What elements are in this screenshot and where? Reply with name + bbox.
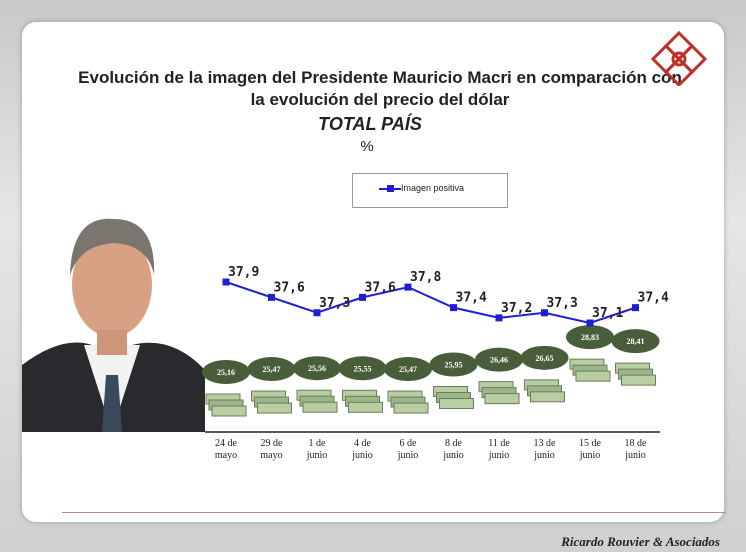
x-tick-label: 4 de <box>354 438 372 449</box>
data-label: 37,1 <box>592 306 623 321</box>
money-stack-icon <box>342 389 383 413</box>
data-label: 37,6 <box>274 280 305 295</box>
exchange-rate-oval <box>338 356 387 381</box>
exchange-rate-label: 28,41 <box>627 337 645 346</box>
subtitle: TOTAL PAÍS <box>318 114 422 134</box>
data-point <box>222 278 230 286</box>
title-line-1: Evolución de la imagen del Presidente Ma… <box>78 68 682 87</box>
exchange-rate-label: 25,16 <box>217 368 235 377</box>
x-tick-label: junio <box>533 450 555 461</box>
x-tick-label: 1 de <box>309 438 327 449</box>
chart: 25,16 25,47 25,56 25,55 25,47 25,95 26,46 26,65… <box>202 265 669 461</box>
data-point <box>632 304 639 312</box>
data-label: 37,3 <box>319 296 350 311</box>
exchange-rate-label: 28,83 <box>581 333 599 342</box>
data-label: 37,9 <box>228 265 259 280</box>
data-point <box>268 293 275 301</box>
money-stack-icon <box>478 381 520 405</box>
data-label: 37,4 <box>638 291 669 306</box>
data-label: 37,4 <box>456 291 487 306</box>
money-stack-icon <box>205 393 247 417</box>
exchange-rate-oval <box>247 357 296 382</box>
exchange-rate-label: 25,47 <box>399 365 417 374</box>
exchange-rate-label: 26,65 <box>536 354 554 363</box>
data-label: 37,6 <box>365 280 396 295</box>
exchange-rate-oval <box>429 352 478 377</box>
x-tick-label: 11 de <box>488 438 510 449</box>
x-tick-label: junio <box>488 450 510 461</box>
title-line-2: la evolución del precio del dólar <box>250 90 510 109</box>
x-tick-label: 18 de <box>625 438 648 449</box>
x-tick-label: junio <box>351 450 373 461</box>
x-tick-label: junio <box>624 450 646 461</box>
exchange-rate-label: 25,56 <box>308 364 326 373</box>
x-tick-label: 24 de <box>215 438 238 449</box>
money-stack-icon <box>296 389 338 413</box>
unit: % <box>360 138 374 155</box>
exchange-rate-oval <box>384 357 432 382</box>
logo <box>650 30 708 86</box>
x-tick-label: junio <box>306 450 328 461</box>
footer-signature: Ricardo Rouvier & Asociados <box>561 534 720 549</box>
data-label: 37,2 <box>501 301 532 316</box>
data-point <box>586 319 594 327</box>
data-point <box>313 309 321 317</box>
exchange-rate-oval <box>520 345 569 370</box>
money-stack-icon <box>433 385 474 409</box>
x-tick-label: 6 de <box>400 438 418 449</box>
money-stack-icon <box>524 379 565 403</box>
x-tick-label: junio <box>442 450 464 461</box>
exchange-rate-label: 25,47 <box>263 365 281 374</box>
exchange-rate-label: 25,55 <box>354 364 372 373</box>
data-point <box>495 314 503 322</box>
data-point <box>404 283 412 291</box>
data-label: 37,8 <box>410 270 441 285</box>
money-stack-icon <box>387 390 429 414</box>
exchange-rate-oval <box>611 329 660 354</box>
data-point <box>541 309 548 317</box>
data-point <box>359 293 366 301</box>
x-tick-label: mayo <box>215 450 237 461</box>
data-point <box>450 304 457 312</box>
x-tick-label: 15 de <box>579 438 602 449</box>
series-line-imagen-positiva <box>225 281 636 325</box>
x-tick-label: 29 de <box>261 438 284 449</box>
legend-marker-icon <box>387 185 394 192</box>
x-tick-label: 8 de <box>445 438 463 449</box>
exchange-rate-label: 25,95 <box>445 360 463 369</box>
legend: Imagen positiva <box>352 173 508 208</box>
exchange-rate-oval <box>202 360 250 384</box>
x-tick-label: junio <box>397 450 419 461</box>
x-tick-label: junio <box>579 450 601 461</box>
president-photo <box>22 205 205 432</box>
money-stack-icon <box>569 358 611 382</box>
footer-divider <box>62 512 726 513</box>
data-label: 37,3 <box>547 296 578 311</box>
money-stack-icon <box>251 390 292 414</box>
exchange-rate-label: 26,46 <box>490 356 508 365</box>
x-tick-label: 13 de <box>534 438 557 449</box>
exchange-rate-oval <box>293 356 341 381</box>
money-stack-icon <box>615 362 656 386</box>
x-tick-label: mayo <box>260 450 282 461</box>
exchange-rate-oval <box>566 325 614 350</box>
legend-label: Imagen positiva <box>401 183 465 193</box>
exchange-rate-oval <box>475 347 523 372</box>
